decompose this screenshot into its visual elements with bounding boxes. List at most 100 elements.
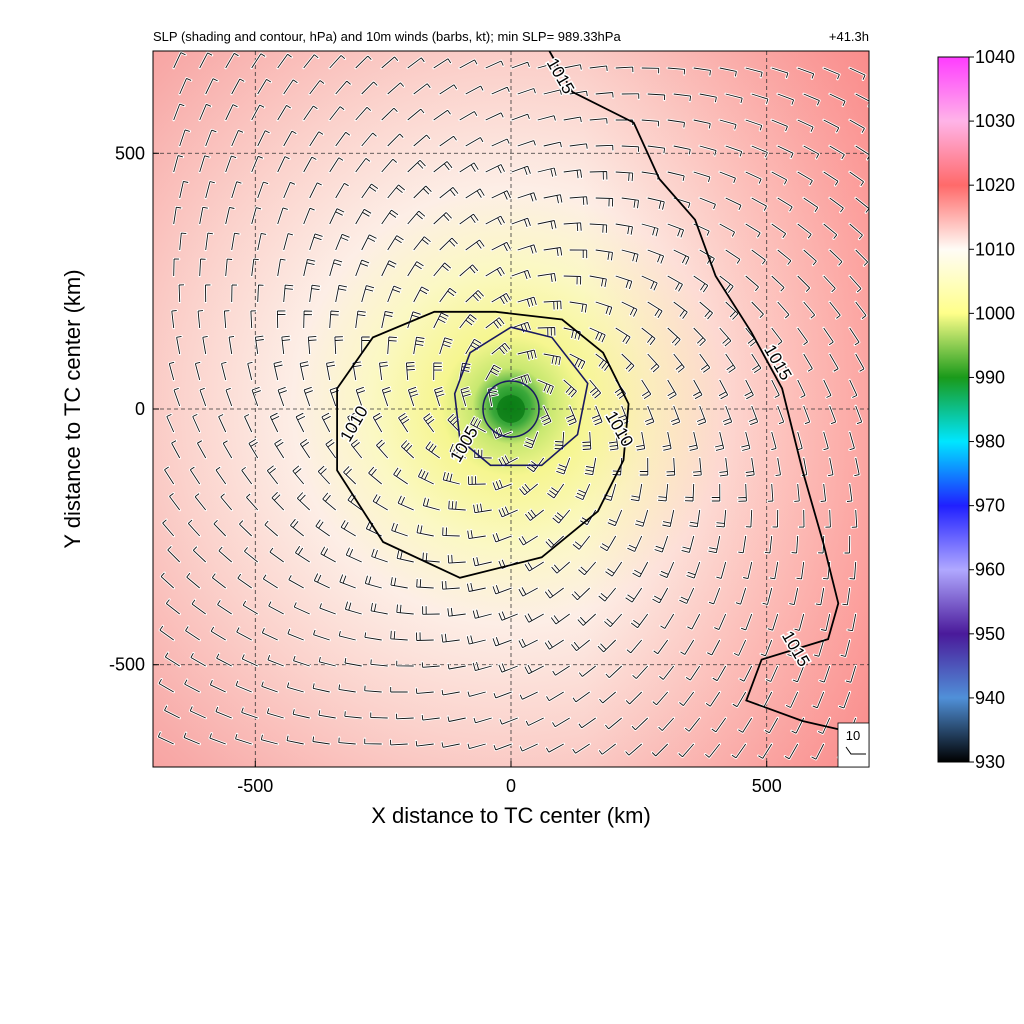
wind-barb <box>745 275 759 292</box>
wind-barb <box>267 654 284 667</box>
wind-barb <box>849 119 865 133</box>
wind-barb <box>540 405 552 426</box>
wind-barb <box>439 187 459 199</box>
wind-barb <box>764 717 779 734</box>
wind-barb <box>595 92 614 98</box>
wind-barb <box>485 112 504 121</box>
wind-barb <box>681 535 695 553</box>
wind-barb <box>519 691 538 700</box>
wind-barb <box>381 310 394 329</box>
wind-barb <box>621 301 638 317</box>
wind-barb <box>379 361 388 381</box>
wind-barb <box>825 509 831 528</box>
wind-barb <box>173 387 181 407</box>
wind-barb <box>262 574 278 589</box>
wind-barb <box>173 103 185 121</box>
wind-barb <box>381 209 399 225</box>
wind-barb <box>777 301 790 319</box>
wind-barb <box>719 327 732 347</box>
wind-barb <box>659 665 675 680</box>
wind-barb <box>771 431 777 451</box>
wind-barb <box>517 140 536 147</box>
wind-barb <box>735 587 747 605</box>
wind-barb <box>855 301 867 319</box>
wind-barb <box>543 141 562 148</box>
wind-barb <box>442 471 460 485</box>
wind-barb <box>777 93 795 105</box>
wind-barb <box>370 712 388 719</box>
wind-barb <box>421 662 440 668</box>
wind-barb <box>662 509 675 528</box>
wind-barb <box>692 457 702 477</box>
wind-barb <box>205 284 211 303</box>
wind-barb <box>159 625 174 641</box>
wind-barb <box>407 210 426 225</box>
wind-barb <box>667 223 685 238</box>
wind-barb <box>199 155 210 173</box>
wind-barb <box>179 77 192 95</box>
wind-barb <box>829 353 839 372</box>
wind-barb <box>797 119 814 132</box>
wind-barb <box>192 413 201 433</box>
wind-barb <box>829 405 837 425</box>
wind-barb <box>766 665 779 682</box>
wind-barb <box>179 129 190 147</box>
wind-barb <box>767 483 774 502</box>
wind-barb <box>199 206 208 225</box>
wind-barb <box>295 545 310 563</box>
wind-barb <box>176 335 182 355</box>
wind-barb <box>189 706 206 719</box>
wind-barb <box>699 197 716 210</box>
wind-barb <box>699 353 711 373</box>
colorbar-tick-label: 950 <box>975 624 1005 644</box>
wind-barb <box>599 535 617 552</box>
wind-barb <box>578 717 596 729</box>
wind-barb <box>575 483 591 501</box>
wind-barb <box>459 314 477 329</box>
wind-barb <box>309 284 321 303</box>
wind-barb <box>338 630 356 641</box>
wind-barb <box>771 223 787 239</box>
wind-barb <box>563 327 581 340</box>
wind-barb <box>244 547 258 563</box>
wind-barb <box>335 182 349 199</box>
wind-barb <box>215 706 232 719</box>
wind-barb <box>751 301 764 319</box>
wind-barb <box>849 327 860 346</box>
wind-barb <box>589 275 607 288</box>
wind-barb <box>390 630 408 641</box>
wind-barb <box>355 208 372 225</box>
time-label: +41.3h <box>829 29 869 44</box>
wind-barb <box>771 275 785 292</box>
wind-barb <box>492 585 512 595</box>
wind-barb <box>286 682 304 693</box>
colorbar-tick-label: 980 <box>975 432 1005 452</box>
wind-barb <box>361 234 377 251</box>
wind-barb <box>364 575 382 589</box>
wind-barb <box>630 613 649 629</box>
wind-barb <box>364 685 382 693</box>
wind-barb <box>257 130 270 147</box>
wind-barb <box>277 105 291 121</box>
wind-barb <box>381 260 397 277</box>
wind-barb <box>264 520 278 537</box>
y-tick-label: 500 <box>115 143 145 163</box>
wind-barb <box>693 67 711 76</box>
slp-minimum-core <box>497 395 525 423</box>
wind-barb <box>823 171 839 186</box>
wind-barb <box>699 301 713 320</box>
wind-barb <box>254 335 264 355</box>
wind-barb <box>335 131 351 147</box>
wind-barb <box>467 530 486 540</box>
wind-barb <box>653 639 669 655</box>
colorbar-tick-label: 1030 <box>975 111 1015 131</box>
wind-barb <box>851 509 858 528</box>
wind-barb <box>433 58 452 69</box>
wind-barb <box>517 192 537 202</box>
wind-barb <box>492 428 512 439</box>
wind-barb <box>525 509 544 521</box>
wind-barb <box>647 93 666 101</box>
wind-barb <box>281 335 291 355</box>
wind-barb <box>417 469 434 485</box>
wind-barb <box>829 93 846 106</box>
